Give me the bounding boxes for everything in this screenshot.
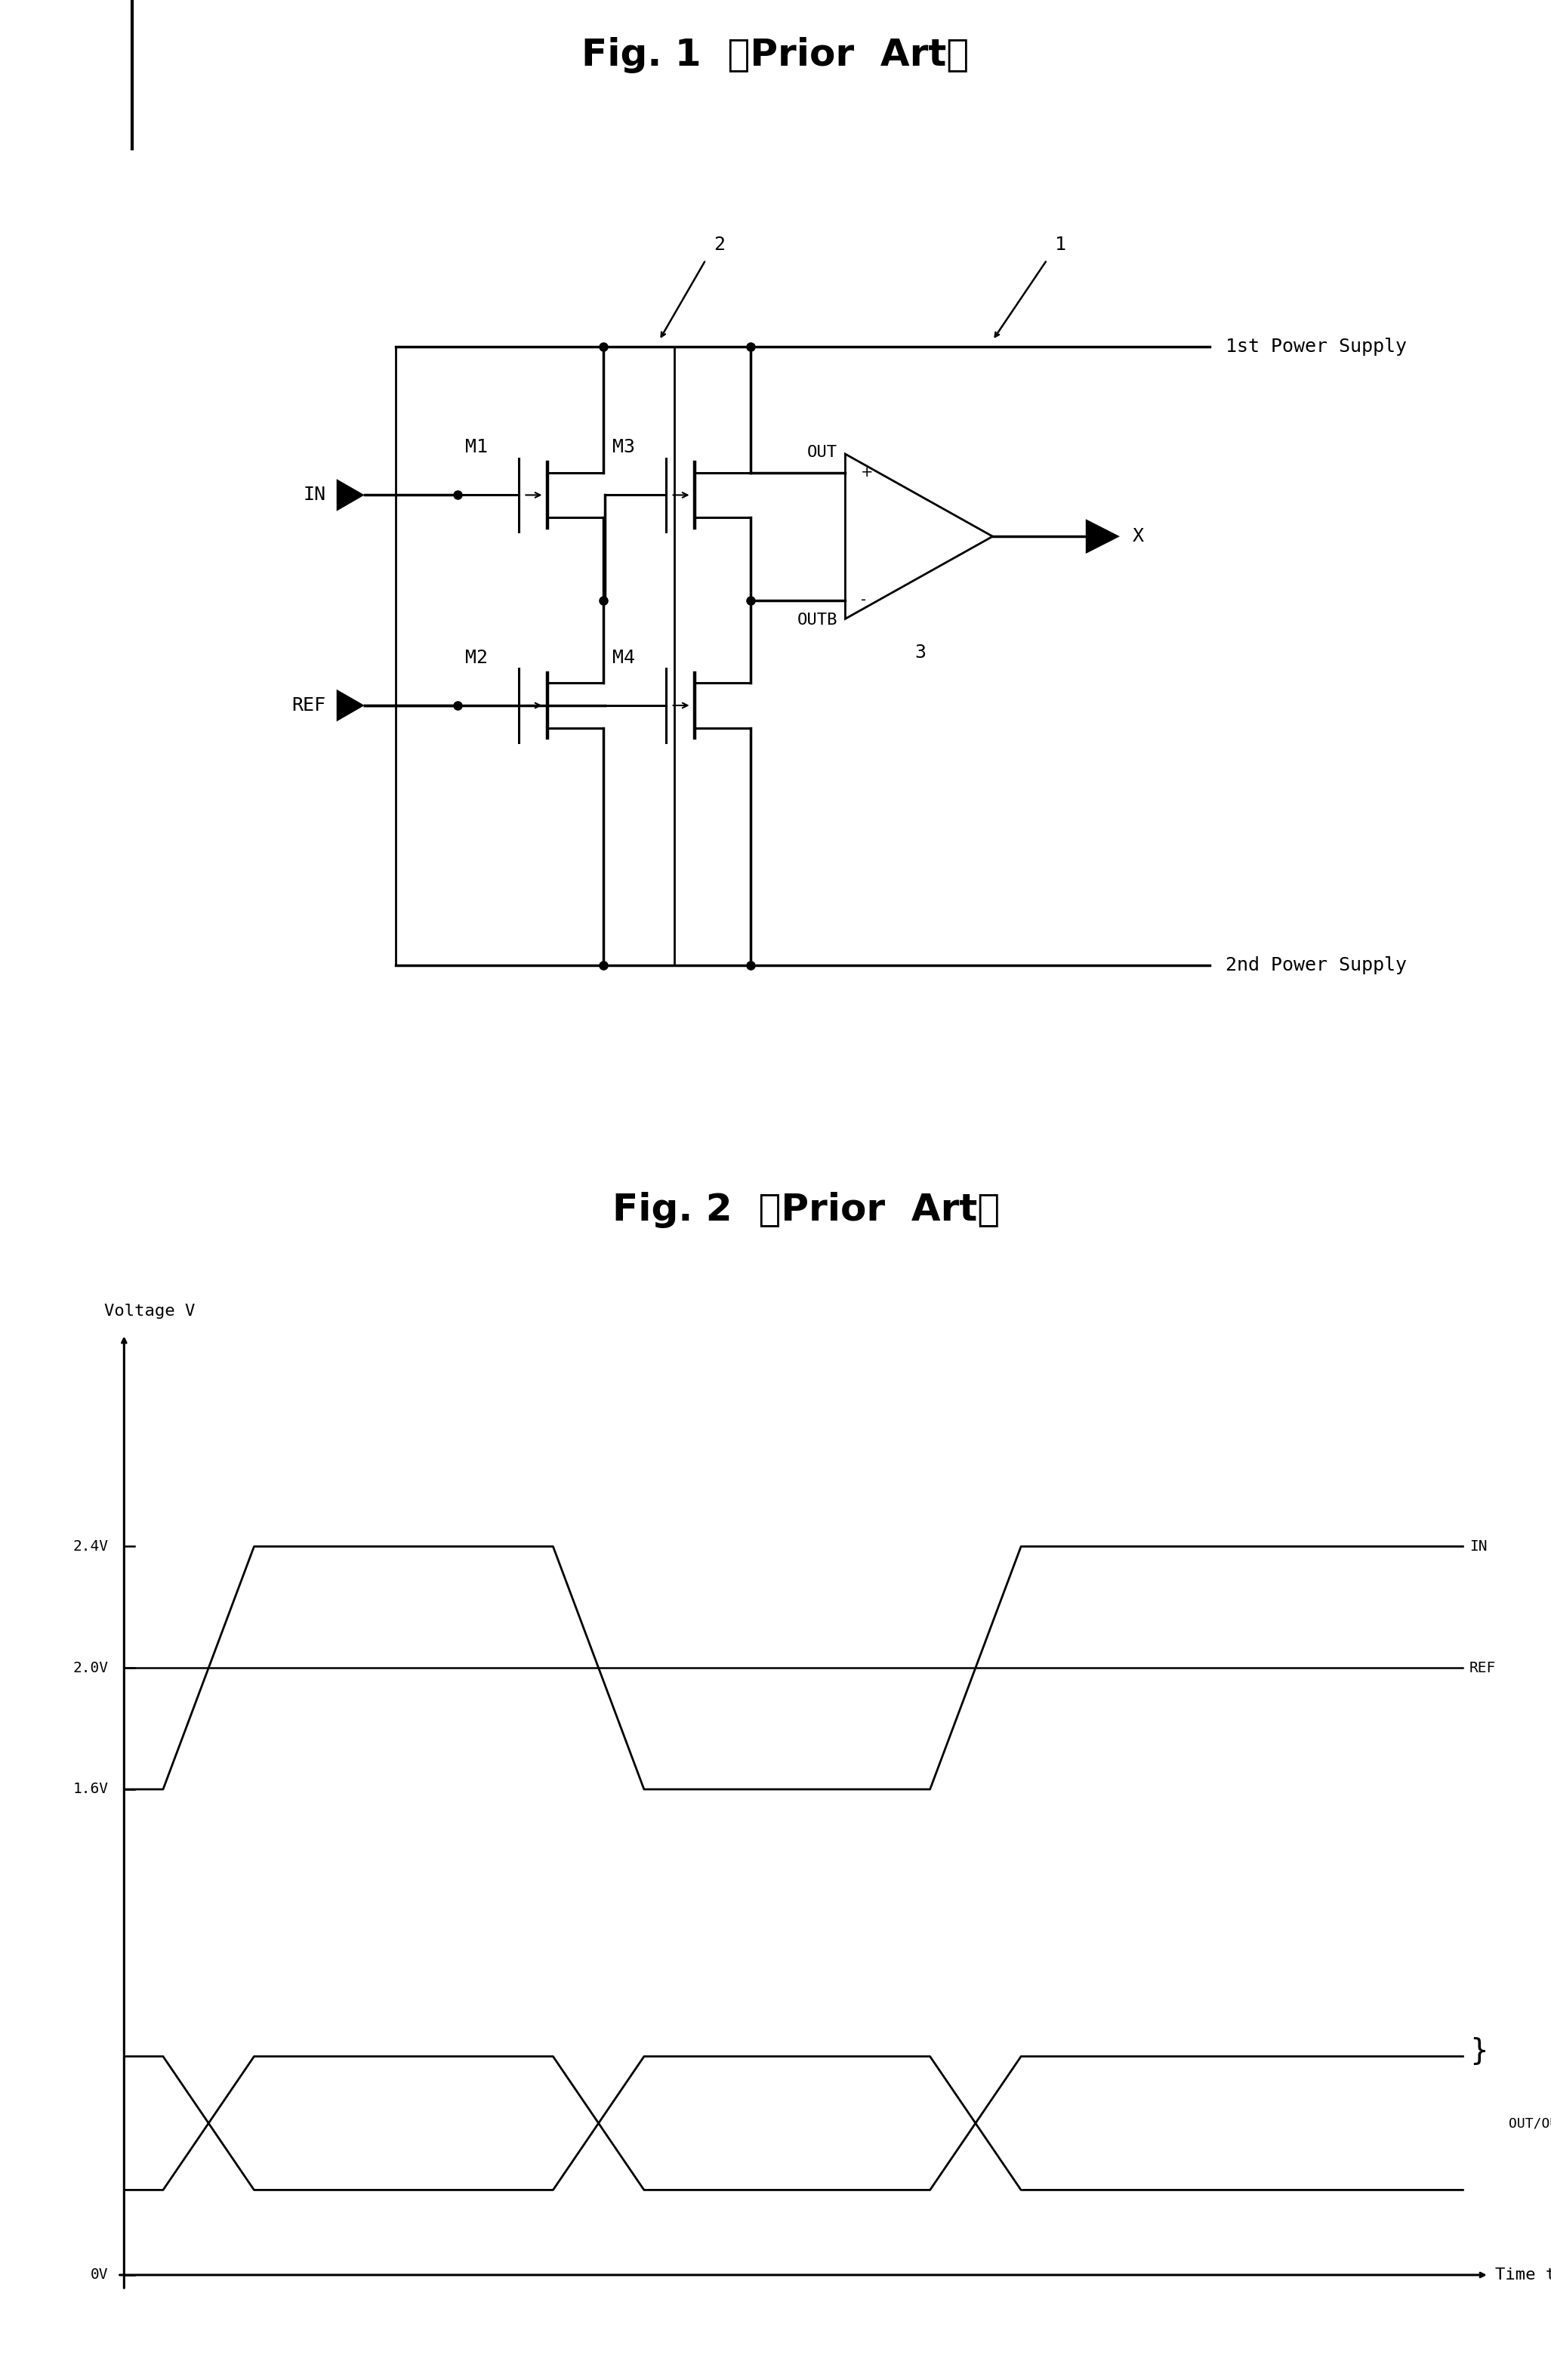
Text: }: }: [1469, 2035, 1487, 2066]
Text: M2: M2: [465, 647, 489, 666]
Text: REF: REF: [292, 697, 326, 714]
Text: 3: 3: [915, 643, 926, 662]
Text: 2: 2: [713, 236, 724, 255]
Polygon shape: [337, 478, 364, 512]
Text: 2nd Power Supply: 2nd Power Supply: [1225, 957, 1407, 973]
Text: 2.4V: 2.4V: [73, 1540, 109, 1554]
Text: 0V: 0V: [92, 2268, 109, 2282]
Text: Fig. 1  （Prior  Art）: Fig. 1 （Prior Art）: [582, 38, 969, 74]
Text: X: X: [1132, 528, 1143, 545]
Text: M3: M3: [613, 438, 636, 457]
Text: Fig. 2  （Prior  Art）: Fig. 2 （Prior Art）: [613, 1192, 1000, 1228]
Text: Time t: Time t: [1495, 2268, 1551, 2282]
Text: 2.0V: 2.0V: [73, 1661, 109, 1676]
Polygon shape: [337, 690, 364, 721]
Text: OUT: OUT: [807, 445, 838, 459]
Text: Voltage V: Voltage V: [104, 1304, 195, 1319]
Text: 1: 1: [1055, 236, 1066, 255]
Text: IN: IN: [1469, 1540, 1487, 1554]
Text: -: -: [861, 593, 865, 607]
Text: OUT/OUTB: OUT/OUTB: [1509, 2116, 1551, 2130]
Text: M4: M4: [613, 647, 636, 666]
Bar: [396, 347, 675, 966]
Text: REF: REF: [1469, 1661, 1497, 1676]
Text: 1.6V: 1.6V: [73, 1783, 109, 1797]
Text: M1: M1: [465, 438, 489, 457]
Text: 1st Power Supply: 1st Power Supply: [1225, 338, 1407, 355]
Polygon shape: [1086, 519, 1120, 555]
Text: IN: IN: [302, 486, 326, 505]
Text: +: +: [861, 466, 873, 481]
Text: OUTB: OUTB: [797, 612, 838, 628]
